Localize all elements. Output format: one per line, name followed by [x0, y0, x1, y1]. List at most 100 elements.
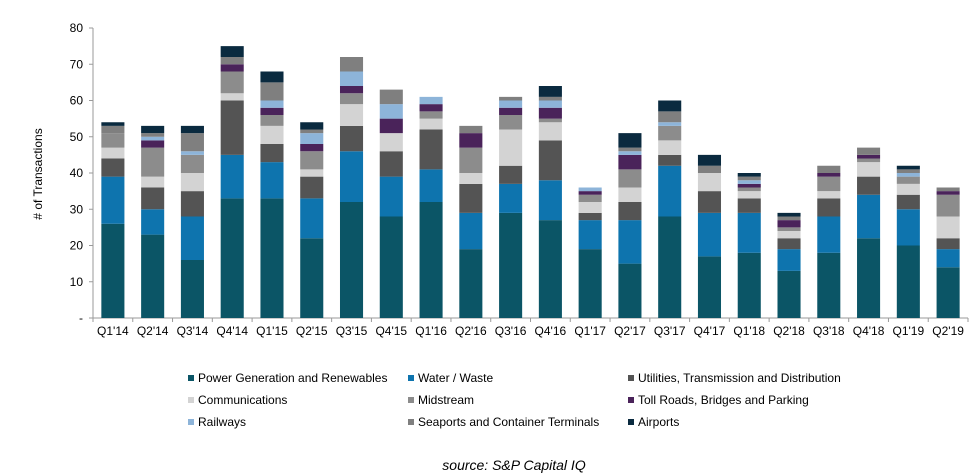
bar-segment [777, 220, 801, 228]
bar-segment [419, 111, 443, 119]
bar-segment [419, 96, 443, 105]
legend-label: Railways [198, 415, 246, 429]
legend-swatch [408, 419, 414, 425]
bar-segment [260, 144, 284, 163]
bar-segment [896, 209, 920, 246]
bar-segment [658, 100, 682, 112]
bar-segment [379, 151, 403, 177]
legend-item: Airports [628, 415, 679, 429]
x-tick-label: Q1'14 [97, 324, 129, 338]
x-tick-label: Q2'16 [455, 324, 487, 338]
x-tick-label: Q2'19 [932, 324, 964, 338]
bar-segment [260, 162, 284, 199]
bar-segment [857, 147, 881, 155]
bar-segment [737, 212, 761, 253]
bar-segment [300, 133, 324, 144]
bar-segment [300, 238, 324, 318]
bar-segment [260, 82, 284, 101]
bar-segment [817, 191, 841, 199]
bar-segment [737, 187, 761, 192]
bar-segment [419, 202, 443, 318]
bar-segment [101, 176, 125, 224]
bar-segment [936, 187, 960, 192]
legend-label: Communications [198, 393, 287, 407]
legend-label: Water / Waste [418, 371, 493, 385]
bar-segment [896, 165, 920, 170]
bar-segment [658, 140, 682, 155]
bar-segment [499, 165, 523, 184]
x-tick-label: Q3'14 [177, 324, 209, 338]
legend-label: Utilities, Transmission and Distribution [638, 371, 841, 385]
bar-segment [777, 238, 801, 250]
bar-segment [896, 173, 920, 177]
bar-segment [499, 107, 523, 115]
bar-segment [737, 176, 761, 181]
bar-segment [141, 125, 165, 134]
bar-segment [618, 133, 642, 148]
legend-swatch [408, 375, 414, 381]
bar-segment [180, 133, 204, 152]
bar-segment [578, 212, 602, 221]
bar-segment [538, 86, 562, 97]
legend-swatch [628, 397, 634, 403]
bar-segment [101, 125, 125, 134]
bar-segment [379, 216, 403, 318]
bar-segment [857, 194, 881, 239]
bar-segment [578, 249, 602, 318]
bar-segment [538, 180, 562, 221]
bar-segment [658, 111, 682, 123]
bar-segment [101, 147, 125, 159]
bar-segment [817, 165, 841, 173]
bar-segment [220, 64, 244, 72]
legend-item: Railways [188, 415, 246, 429]
x-tick-label: Q3'18 [813, 324, 845, 338]
bar-segment [141, 187, 165, 210]
bar-segment [936, 216, 960, 239]
legend-swatch [188, 419, 194, 425]
bar-segment [141, 176, 165, 188]
bar-segment [180, 125, 204, 134]
y-tick-label: - [79, 311, 83, 325]
bar-segment [459, 125, 483, 134]
bar-segment [379, 176, 403, 217]
bar-segment [220, 154, 244, 199]
y-tick-label: 10 [70, 275, 84, 289]
legend-item: Seaports and Container Terminals [408, 415, 599, 429]
bar-segment [936, 191, 960, 195]
bar-segment [618, 202, 642, 221]
bar-segment [141, 136, 165, 141]
bar-segment [618, 263, 642, 318]
bar-segment [419, 118, 443, 130]
legend-swatch [628, 375, 634, 381]
y-tick-label: 80 [70, 21, 84, 35]
bar-segment [538, 122, 562, 141]
y-tick-label: 50 [70, 130, 84, 144]
bar-segment [817, 216, 841, 253]
legend-label: Airports [638, 415, 679, 429]
bar-segment [697, 212, 722, 257]
x-tick-label: Q1'19 [893, 324, 925, 338]
bar-segment [101, 223, 125, 318]
bar-segment [101, 133, 125, 148]
bar-segment [936, 194, 960, 217]
bar-segment [300, 169, 324, 177]
x-tick-label: Q2'15 [296, 324, 328, 338]
bar-segment [857, 238, 881, 318]
legend-swatch [408, 397, 414, 403]
bar-segment [300, 198, 324, 239]
bar-segment [737, 180, 761, 184]
bar-segment [658, 154, 682, 166]
x-tick-label: Q1'16 [415, 324, 447, 338]
bar-segment [857, 154, 881, 159]
bar-segment [101, 158, 125, 177]
x-tick-label: Q2'17 [614, 324, 646, 338]
legend-swatch [188, 375, 194, 381]
bar-segment [618, 187, 642, 202]
bar-segment [339, 104, 364, 126]
x-tick-label: Q1'15 [256, 324, 288, 338]
x-tick-label: Q4'17 [694, 324, 726, 338]
bars [101, 46, 960, 318]
x-tick-label: Q3'16 [495, 324, 527, 338]
legend-label: Toll Roads, Bridges and Parking [638, 393, 809, 407]
